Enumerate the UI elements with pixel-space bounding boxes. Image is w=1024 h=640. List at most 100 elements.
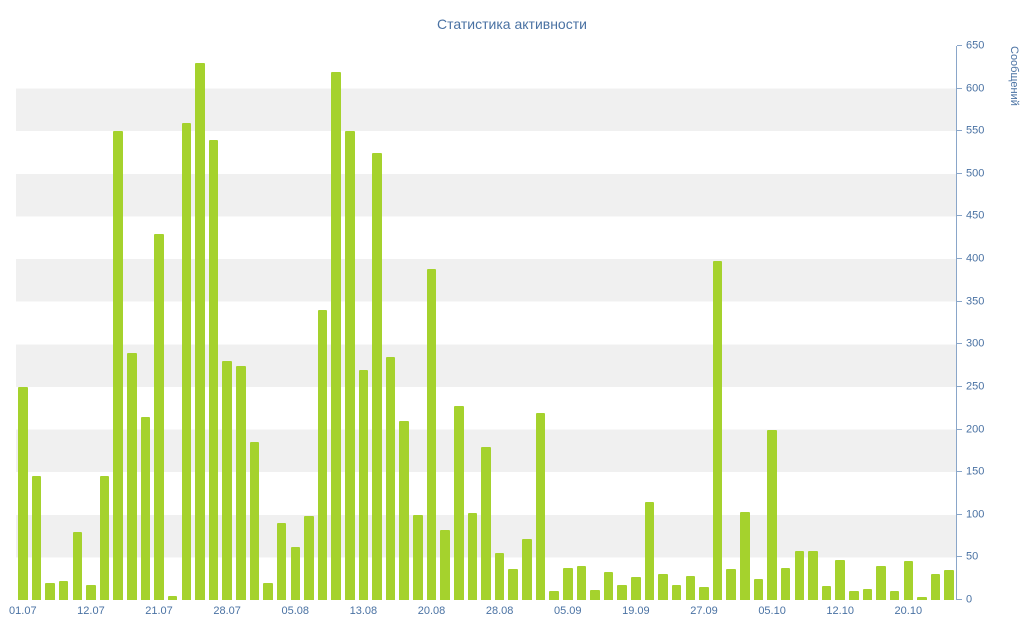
y-axis-tick	[957, 471, 962, 473]
chart-bar[interactable]	[930, 574, 941, 600]
y-axis-tick-label: 150	[966, 465, 985, 478]
y-axis-tick-label: 400	[966, 252, 985, 265]
x-axis-label: 12.07	[77, 605, 105, 617]
chart-bar[interactable]	[699, 587, 709, 600]
chart-bar[interactable]	[358, 369, 369, 600]
chart-bar[interactable]	[413, 514, 423, 600]
x-axis-label: 05.09	[553, 605, 582, 617]
chart-bar[interactable]	[372, 152, 382, 600]
x-axis-label: 27.09	[690, 605, 718, 617]
chart-bar[interactable]	[304, 516, 314, 600]
chart-bar[interactable]	[31, 476, 42, 600]
y-axis-tick	[957, 215, 962, 217]
chart-bar[interactable]	[753, 578, 764, 600]
chart-bar[interactable]	[849, 591, 859, 600]
x-axis-label: 20.08	[417, 605, 446, 617]
chart-bar[interactable]	[644, 502, 655, 600]
chart-bar[interactable]	[236, 365, 246, 600]
y-axis-tick-label: 600	[966, 82, 985, 95]
chart-bar[interactable]	[794, 550, 805, 600]
x-axis-label: 13.08	[349, 605, 378, 617]
x-axis-label: 05.08	[281, 605, 310, 617]
chart-bar[interactable]	[903, 560, 914, 600]
chart-bar[interactable]	[671, 584, 682, 600]
chart-bar[interactable]	[18, 386, 28, 600]
chart-bar[interactable]	[821, 586, 832, 600]
chart-bar[interactable]	[453, 405, 464, 600]
x-axis-label: 28.07	[213, 605, 241, 617]
chart-bar[interactable]	[603, 571, 614, 600]
chart-bar[interactable]	[590, 589, 600, 600]
chart-bar[interactable]	[549, 591, 559, 600]
chart-bar[interactable]	[127, 352, 137, 600]
chart-bar[interactable]	[808, 551, 818, 600]
chart-bar[interactable]	[222, 361, 232, 600]
chart-bar[interactable]	[195, 63, 205, 600]
chart-bar[interactable]	[440, 530, 450, 600]
y-axis-tick	[957, 343, 962, 345]
chart-bar[interactable]	[562, 567, 573, 600]
chart-bar[interactable]	[658, 574, 668, 600]
chart-bar[interactable]	[181, 122, 192, 600]
chart-bar[interactable]	[685, 576, 696, 600]
chart-bar[interactable]	[167, 595, 178, 600]
chart-bar[interactable]	[494, 553, 505, 600]
chart-bar[interactable]	[154, 233, 164, 600]
y-axis-tick	[957, 599, 962, 600]
chart-bar[interactable]	[944, 570, 954, 600]
chart-bar[interactable]	[508, 569, 518, 600]
chart-bar[interactable]	[317, 310, 328, 600]
chart-bar[interactable]	[835, 559, 845, 600]
chart-bar[interactable]	[631, 577, 641, 600]
chart-bar[interactable]	[712, 260, 723, 600]
y-axis-tick	[957, 258, 962, 260]
y-axis-title: Сообщений	[1008, 46, 1020, 106]
chart-bar[interactable]	[535, 412, 546, 600]
y-axis-tick-label: 200	[966, 423, 985, 436]
chart-bar[interactable]	[276, 523, 287, 600]
chart-bar[interactable]	[249, 442, 260, 600]
chart-bar[interactable]	[290, 547, 301, 600]
chart-bar[interactable]	[467, 513, 478, 600]
chart-bar[interactable]	[876, 565, 886, 600]
y-axis-tick	[957, 45, 962, 46]
chart-bar[interactable]	[140, 416, 151, 600]
chart-bar[interactable]	[767, 429, 777, 600]
y-axis: 0 50 100 150 200 250 300 350 400 450 500 550 600 650	[956, 40, 997, 605]
chart-bar[interactable]	[740, 512, 750, 600]
chart-bar[interactable]	[345, 131, 355, 600]
chart-bar[interactable]	[862, 588, 873, 600]
x-axis-label: 28.08	[485, 605, 514, 617]
x-axis-label: 19.09	[622, 605, 650, 617]
chart-bar[interactable]	[263, 582, 273, 600]
chart-bar[interactable]	[113, 131, 123, 600]
chart-bar[interactable]	[399, 421, 410, 600]
y-axis-tick-label: 100	[966, 508, 985, 521]
chart-bar[interactable]	[72, 531, 83, 600]
chart-bar[interactable]	[208, 139, 219, 600]
chart-bar[interactable]	[917, 596, 927, 600]
chart-bar[interactable]	[99, 476, 110, 600]
chart-bar[interactable]	[726, 569, 736, 600]
chart-bar[interactable]	[522, 538, 532, 600]
x-axis-label: 01.07	[9, 605, 37, 617]
chart-bar[interactable]	[86, 584, 96, 600]
chart-bar[interactable]	[780, 567, 791, 600]
y-axis-tick-label: 0	[966, 593, 973, 606]
y-axis-tick-label: 350	[966, 295, 985, 308]
chart-bar[interactable]	[331, 71, 341, 600]
chart-bar[interactable]	[889, 591, 900, 600]
chart-bar[interactable]	[426, 269, 437, 600]
chart-bar[interactable]	[481, 446, 491, 600]
x-axis-label: 21.07	[145, 605, 173, 617]
chart-bar[interactable]	[385, 357, 396, 600]
x-axis-labels: 01.07 12.07 21.07 28.07 05.08 13.08 20.08 28.08…	[9, 605, 956, 621]
chart-bar[interactable]	[617, 584, 627, 600]
y-axis-tick-label: 550	[966, 124, 985, 137]
y-axis-tick	[957, 385, 962, 387]
chart-bar[interactable]	[58, 581, 69, 600]
y-axis-tick	[957, 87, 962, 89]
chart-bar[interactable]	[45, 582, 55, 600]
chart-bar[interactable]	[576, 565, 587, 600]
